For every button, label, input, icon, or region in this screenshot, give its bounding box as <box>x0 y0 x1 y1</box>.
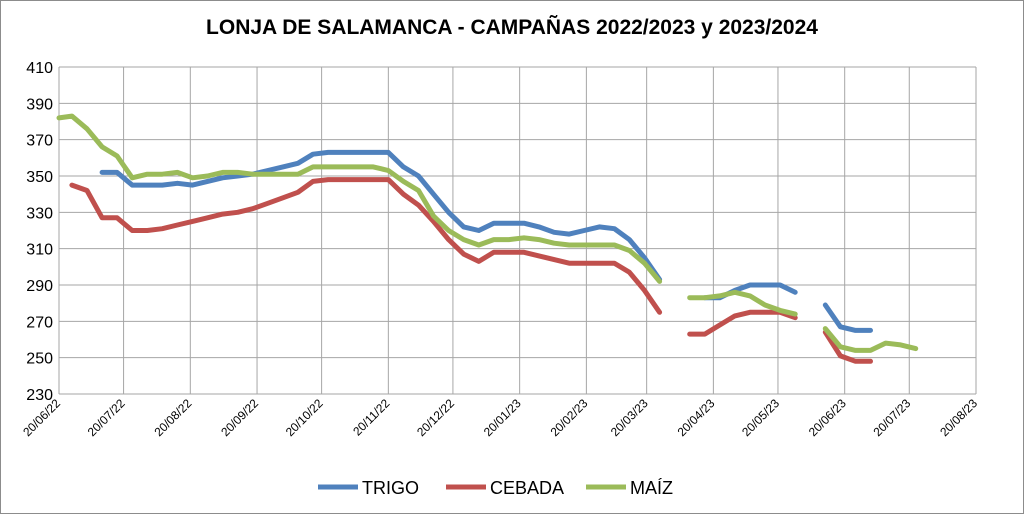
y-axis-tick-labels: 230 250 270 290 310 330 350 370 390 410 <box>26 60 53 404</box>
x-tick-label: 20/08/23 <box>937 396 980 439</box>
x-tick-label: 20/05/23 <box>739 396 782 439</box>
x-axis-tick-labels: 20/06/22 20/07/22 20/08/22 20/09/22 20/10/22… <box>20 396 980 439</box>
y-tick-label: 370 <box>26 133 53 150</box>
y-tick-label: 350 <box>26 169 53 186</box>
series-line-segment <box>69 177 663 315</box>
legend-item: CEBADA <box>446 478 564 498</box>
series-line-segment <box>687 289 798 317</box>
y-tick-label: 250 <box>26 351 53 368</box>
legend-item: MAÍZ <box>586 478 673 498</box>
x-tick-label: 20/04/23 <box>675 396 718 439</box>
series-line-segment <box>822 326 919 353</box>
series-line-segment <box>56 113 663 284</box>
series-line-segment <box>99 149 663 283</box>
y-tick-label: 310 <box>26 242 53 259</box>
x-tick-label: 20/12/22 <box>414 396 457 439</box>
y-tick-label: 230 <box>26 387 53 404</box>
y-tick-label: 270 <box>26 314 53 331</box>
x-tick-label: 20/03/23 <box>608 396 651 439</box>
x-tick-label: 20/06/23 <box>806 396 849 439</box>
x-tick-label: 20/09/22 <box>218 396 261 439</box>
series-line-segment <box>822 302 873 333</box>
series-maíz <box>56 113 919 353</box>
legend: TRIGO CEBADA MAÍZ <box>318 478 673 498</box>
y-tick-label: 390 <box>26 96 53 113</box>
x-tick-label: 20/07/23 <box>870 396 913 439</box>
legend-label: CEBADA <box>490 478 564 498</box>
series-cebada <box>69 177 873 364</box>
series-line-segment <box>822 329 873 364</box>
x-tick-label: 20/11/22 <box>350 396 393 439</box>
x-tick-label: 20/10/22 <box>283 396 326 439</box>
series-lines <box>56 113 919 364</box>
x-tick-label: 20/01/23 <box>481 396 524 439</box>
legend-label: MAÍZ <box>630 478 673 498</box>
legend-label: TRIGO <box>362 478 419 498</box>
y-tick-label: 330 <box>26 205 53 222</box>
x-tick-label: 20/08/22 <box>151 396 194 439</box>
horizontal-gridlines <box>59 66 976 395</box>
y-tick-label: 410 <box>26 60 53 77</box>
y-tick-label: 290 <box>26 278 53 295</box>
series-line-segment <box>687 309 798 337</box>
chart-title: LONJA DE SALAMANCA - CAMPAÑAS 2022/2023 … <box>206 16 818 39</box>
x-tick-label: 20/02/23 <box>548 396 591 439</box>
x-tick-label: 20/07/22 <box>85 396 128 439</box>
legend-item: TRIGO <box>318 478 419 498</box>
